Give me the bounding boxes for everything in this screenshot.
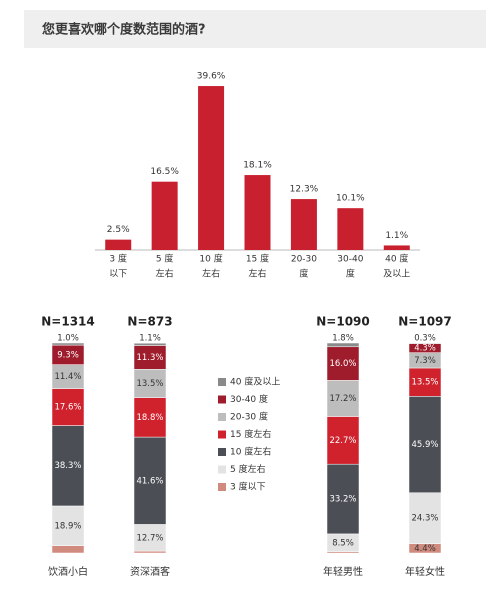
bar-segment xyxy=(408,342,442,344)
legend-label: 3 度以下 xyxy=(230,481,266,493)
value-label: 17.2% xyxy=(329,394,356,404)
legend-label: 40 度及以上 xyxy=(230,376,280,388)
value-label: 39.6% xyxy=(197,72,226,82)
bar-segment xyxy=(133,369,167,398)
bar xyxy=(337,208,364,250)
x-tick-label: 10 度 xyxy=(199,253,222,265)
x-tick-label: 度 xyxy=(299,268,308,280)
x-tick-label: 年轻男性 xyxy=(323,565,363,578)
value-label: 13.5% xyxy=(136,379,163,389)
legend-swatch xyxy=(218,378,226,386)
value-label: 16.0% xyxy=(329,359,356,369)
x-tick-label: 20-30 xyxy=(291,255,317,265)
legend-label: 15 度左右 xyxy=(230,428,271,440)
bar xyxy=(290,199,317,250)
bar-segment xyxy=(133,342,167,346)
value-label: 1.0% xyxy=(57,334,79,344)
bar-segment xyxy=(51,342,85,346)
title-banner xyxy=(24,10,486,48)
sample-size: N=1314 xyxy=(41,315,95,329)
bar-segment xyxy=(326,380,360,417)
value-label: 10.1% xyxy=(336,194,365,204)
x-tick-label: 饮酒小白 xyxy=(48,565,88,578)
legend-label: 5 度左右 xyxy=(230,463,266,475)
bar-segment xyxy=(408,492,442,545)
bar-segment xyxy=(326,346,360,381)
bar-segment xyxy=(133,550,167,554)
value-label: 45.9% xyxy=(411,440,438,450)
bar xyxy=(198,86,225,250)
value-label: 2.5% xyxy=(107,225,130,235)
bar-segment xyxy=(133,524,167,552)
value-label: 33.2% xyxy=(329,495,356,505)
value-label: 38.3% xyxy=(54,461,81,471)
value-label: 18.8% xyxy=(136,413,163,423)
bar xyxy=(244,175,271,250)
legend-swatch xyxy=(218,448,226,456)
chart-title: 您更喜欢哪个度数范围的酒? xyxy=(42,22,206,38)
value-label: 24.3% xyxy=(411,514,438,524)
sample-size: N=873 xyxy=(127,315,172,329)
value-label: 4.4% xyxy=(414,544,436,554)
bar-segment xyxy=(326,342,360,348)
value-label: 4.3% xyxy=(414,344,436,354)
value-label: 0.3% xyxy=(414,334,436,344)
x-tick-label: 5 度 xyxy=(156,253,174,265)
legend-label: 30-40 度 xyxy=(230,393,268,405)
bar xyxy=(105,239,132,250)
value-label: 7.3% xyxy=(414,356,436,366)
bar-segment xyxy=(408,367,442,397)
value-label: 22.7% xyxy=(329,436,356,446)
x-tick-label: 30-40 xyxy=(337,255,363,265)
bar xyxy=(151,181,178,250)
legend-swatch xyxy=(218,483,226,491)
x-tick-label: 资深酒客 xyxy=(130,565,170,578)
x-tick-label: 以下 xyxy=(109,270,127,280)
x-tick-label: 年轻女性 xyxy=(405,565,445,578)
value-label: 12.7% xyxy=(136,533,163,543)
value-label: 13.5% xyxy=(411,378,438,388)
x-tick-label: 左右 xyxy=(156,268,174,280)
value-label: 41.6% xyxy=(136,476,163,486)
bar-segment xyxy=(51,505,85,546)
value-label: 9.3% xyxy=(57,350,79,360)
value-label: 17.6% xyxy=(54,403,81,413)
value-label: 11.3% xyxy=(136,353,163,363)
bar-segment xyxy=(326,416,360,465)
sample-size: N=1097 xyxy=(398,315,452,329)
value-label: 12.3% xyxy=(290,185,319,195)
value-label: 1.1% xyxy=(385,231,408,241)
x-tick-label: 左右 xyxy=(202,268,220,280)
legend-swatch xyxy=(218,465,226,474)
legend-swatch xyxy=(218,413,226,421)
x-tick-label: 及以上 xyxy=(383,269,410,280)
x-tick-label: 40 度 xyxy=(385,253,408,265)
legend-label: 20-30 度 xyxy=(230,411,268,423)
value-label: 11.4% xyxy=(54,372,81,382)
value-label: 18.9% xyxy=(54,521,81,531)
x-tick-label: 左右 xyxy=(248,268,266,280)
value-label: 16.5% xyxy=(150,167,179,177)
value-label: 1.8% xyxy=(332,334,354,344)
value-label: 18.1% xyxy=(243,161,272,171)
bar-segment xyxy=(51,545,85,554)
legend-swatch xyxy=(218,395,226,404)
x-tick-label: 度 xyxy=(346,268,355,280)
legend-label: 10 度左右 xyxy=(230,446,271,458)
legend-swatch xyxy=(218,430,226,439)
x-tick-label: 15 度 xyxy=(246,253,269,265)
x-tick-label: 3 度 xyxy=(109,253,127,265)
value-label: 1.1% xyxy=(139,334,161,344)
sample-size: N=1090 xyxy=(316,315,370,329)
bar-segment xyxy=(408,396,442,493)
bar-segment xyxy=(51,388,85,426)
value-label: 8.5% xyxy=(332,538,354,548)
bar xyxy=(383,245,410,250)
